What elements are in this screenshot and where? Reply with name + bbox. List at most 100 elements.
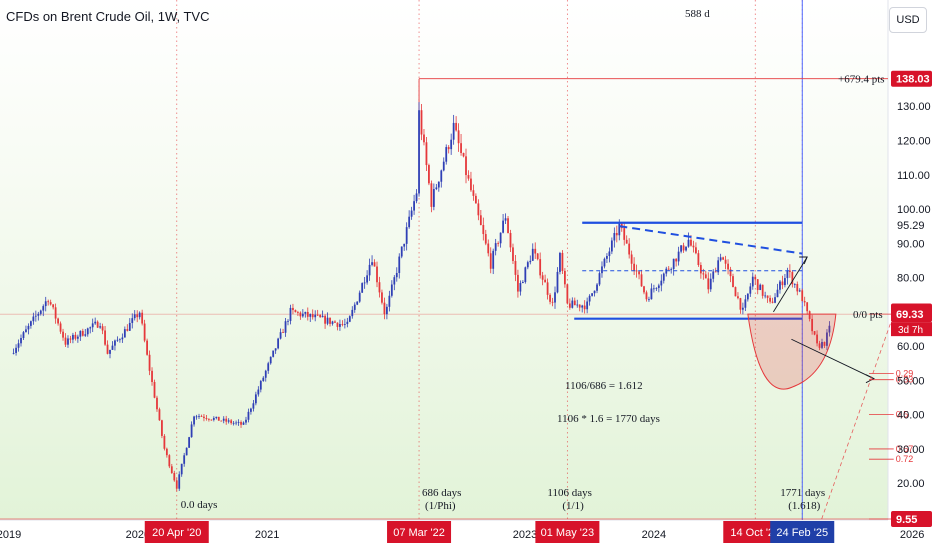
candle-body xyxy=(123,329,126,338)
candle-body xyxy=(252,403,255,409)
candle-body xyxy=(292,307,294,311)
candle-body xyxy=(707,278,710,290)
candle-body xyxy=(667,268,670,270)
candle-body xyxy=(739,298,742,310)
candle-body xyxy=(487,243,490,254)
candle-body xyxy=(613,232,616,241)
date-tag-mar22: 07 Mar '22 xyxy=(393,527,445,539)
candle-body xyxy=(413,201,415,211)
candle-body xyxy=(378,282,381,293)
date-tag-apr20-bg xyxy=(144,521,209,543)
candle-body xyxy=(329,317,331,324)
candle-body xyxy=(524,267,527,283)
date-tag-feb25-bg xyxy=(770,521,835,543)
candle-body xyxy=(563,270,566,285)
candle-body xyxy=(148,354,151,371)
candle-body xyxy=(316,314,319,316)
candle-body xyxy=(114,340,116,346)
candle-body xyxy=(423,134,425,143)
candle-body xyxy=(514,260,517,275)
candle-body xyxy=(816,334,818,344)
candle-body xyxy=(109,349,111,354)
candle-body xyxy=(15,347,17,353)
candle-body xyxy=(507,218,509,233)
price-tag-9: 9.55 xyxy=(896,514,917,526)
candle-body xyxy=(264,370,267,378)
date-tag-may23-bg xyxy=(535,521,600,543)
candle-body xyxy=(638,271,640,275)
candle-body xyxy=(591,293,593,296)
candle-body xyxy=(94,321,97,324)
candle-body xyxy=(479,215,482,226)
candle-body xyxy=(798,290,801,292)
candle-body xyxy=(455,122,458,131)
y-tick-label: 110.00 xyxy=(897,170,930,182)
cycle-note-2b: (1/1) xyxy=(562,500,584,512)
candle-body xyxy=(670,268,673,270)
candle-body xyxy=(628,243,631,255)
y-tick-label: 30.00 xyxy=(897,444,925,456)
top-days-label: 588 d xyxy=(685,8,710,20)
arrow-down-line xyxy=(791,338,875,380)
candle-body xyxy=(428,165,430,184)
candle-body xyxy=(633,263,636,271)
candle-body xyxy=(198,416,200,417)
candle-body xyxy=(648,299,650,301)
candle-body xyxy=(131,318,134,323)
candle-body xyxy=(385,306,388,315)
candle-body xyxy=(69,338,72,340)
candle-body xyxy=(657,285,660,288)
candle-body xyxy=(722,257,725,260)
cycle-note-2: 1106 days xyxy=(547,487,592,499)
candle-body xyxy=(81,330,84,336)
candle-body xyxy=(27,325,30,330)
candle-body xyxy=(578,304,581,308)
candle-body xyxy=(818,343,821,348)
chart-title: CFDs on Brent Crude Oil, 1W, TVC xyxy=(6,9,210,24)
cycle-note-4b: (1.618) xyxy=(788,500,820,512)
candle-body xyxy=(284,321,287,333)
candle-body xyxy=(425,142,428,166)
y-tick-label: 100.00 xyxy=(897,204,931,216)
x-tick-label: 2023 xyxy=(513,529,537,541)
candle-body xyxy=(549,294,551,302)
y-tick-label: 20.00 xyxy=(897,478,925,490)
candle-body xyxy=(692,245,695,248)
candle-body xyxy=(714,271,717,273)
candle-body xyxy=(489,253,492,269)
candle-body xyxy=(390,284,393,296)
candle-body xyxy=(741,307,744,310)
candle-body xyxy=(247,411,250,420)
candle-body xyxy=(301,313,304,317)
candle-body xyxy=(151,370,153,382)
candle-body xyxy=(25,329,27,333)
price-tag-138: 138.03 xyxy=(896,74,930,86)
candle-body xyxy=(482,225,485,235)
candle-body xyxy=(99,326,102,328)
candle-body xyxy=(89,327,92,329)
candle-body xyxy=(432,189,435,207)
candle-body xyxy=(363,282,366,284)
candle-body xyxy=(215,416,218,419)
candle-body xyxy=(603,258,606,267)
candle-body xyxy=(321,315,324,318)
date-tag-mar22-bg xyxy=(387,521,452,543)
candle-body xyxy=(49,302,52,305)
candle-body xyxy=(717,260,720,273)
candle-body xyxy=(650,288,653,300)
candle-body xyxy=(368,264,371,276)
candle-body xyxy=(462,153,465,157)
candle-body xyxy=(161,420,163,436)
date-tag-may23: 01 May '23 xyxy=(541,527,594,539)
candle-body xyxy=(690,239,692,246)
candle-body xyxy=(435,187,438,190)
candle-body xyxy=(351,309,354,317)
price-tag-138-bg xyxy=(891,70,932,87)
fib-level-label: 0.33 xyxy=(896,375,914,385)
candle-body xyxy=(645,292,648,300)
candle-body xyxy=(168,455,171,467)
fib-level-label: 0.29 xyxy=(896,369,914,379)
candle-body xyxy=(630,254,633,264)
currency-button[interactable]: USD xyxy=(889,7,927,33)
